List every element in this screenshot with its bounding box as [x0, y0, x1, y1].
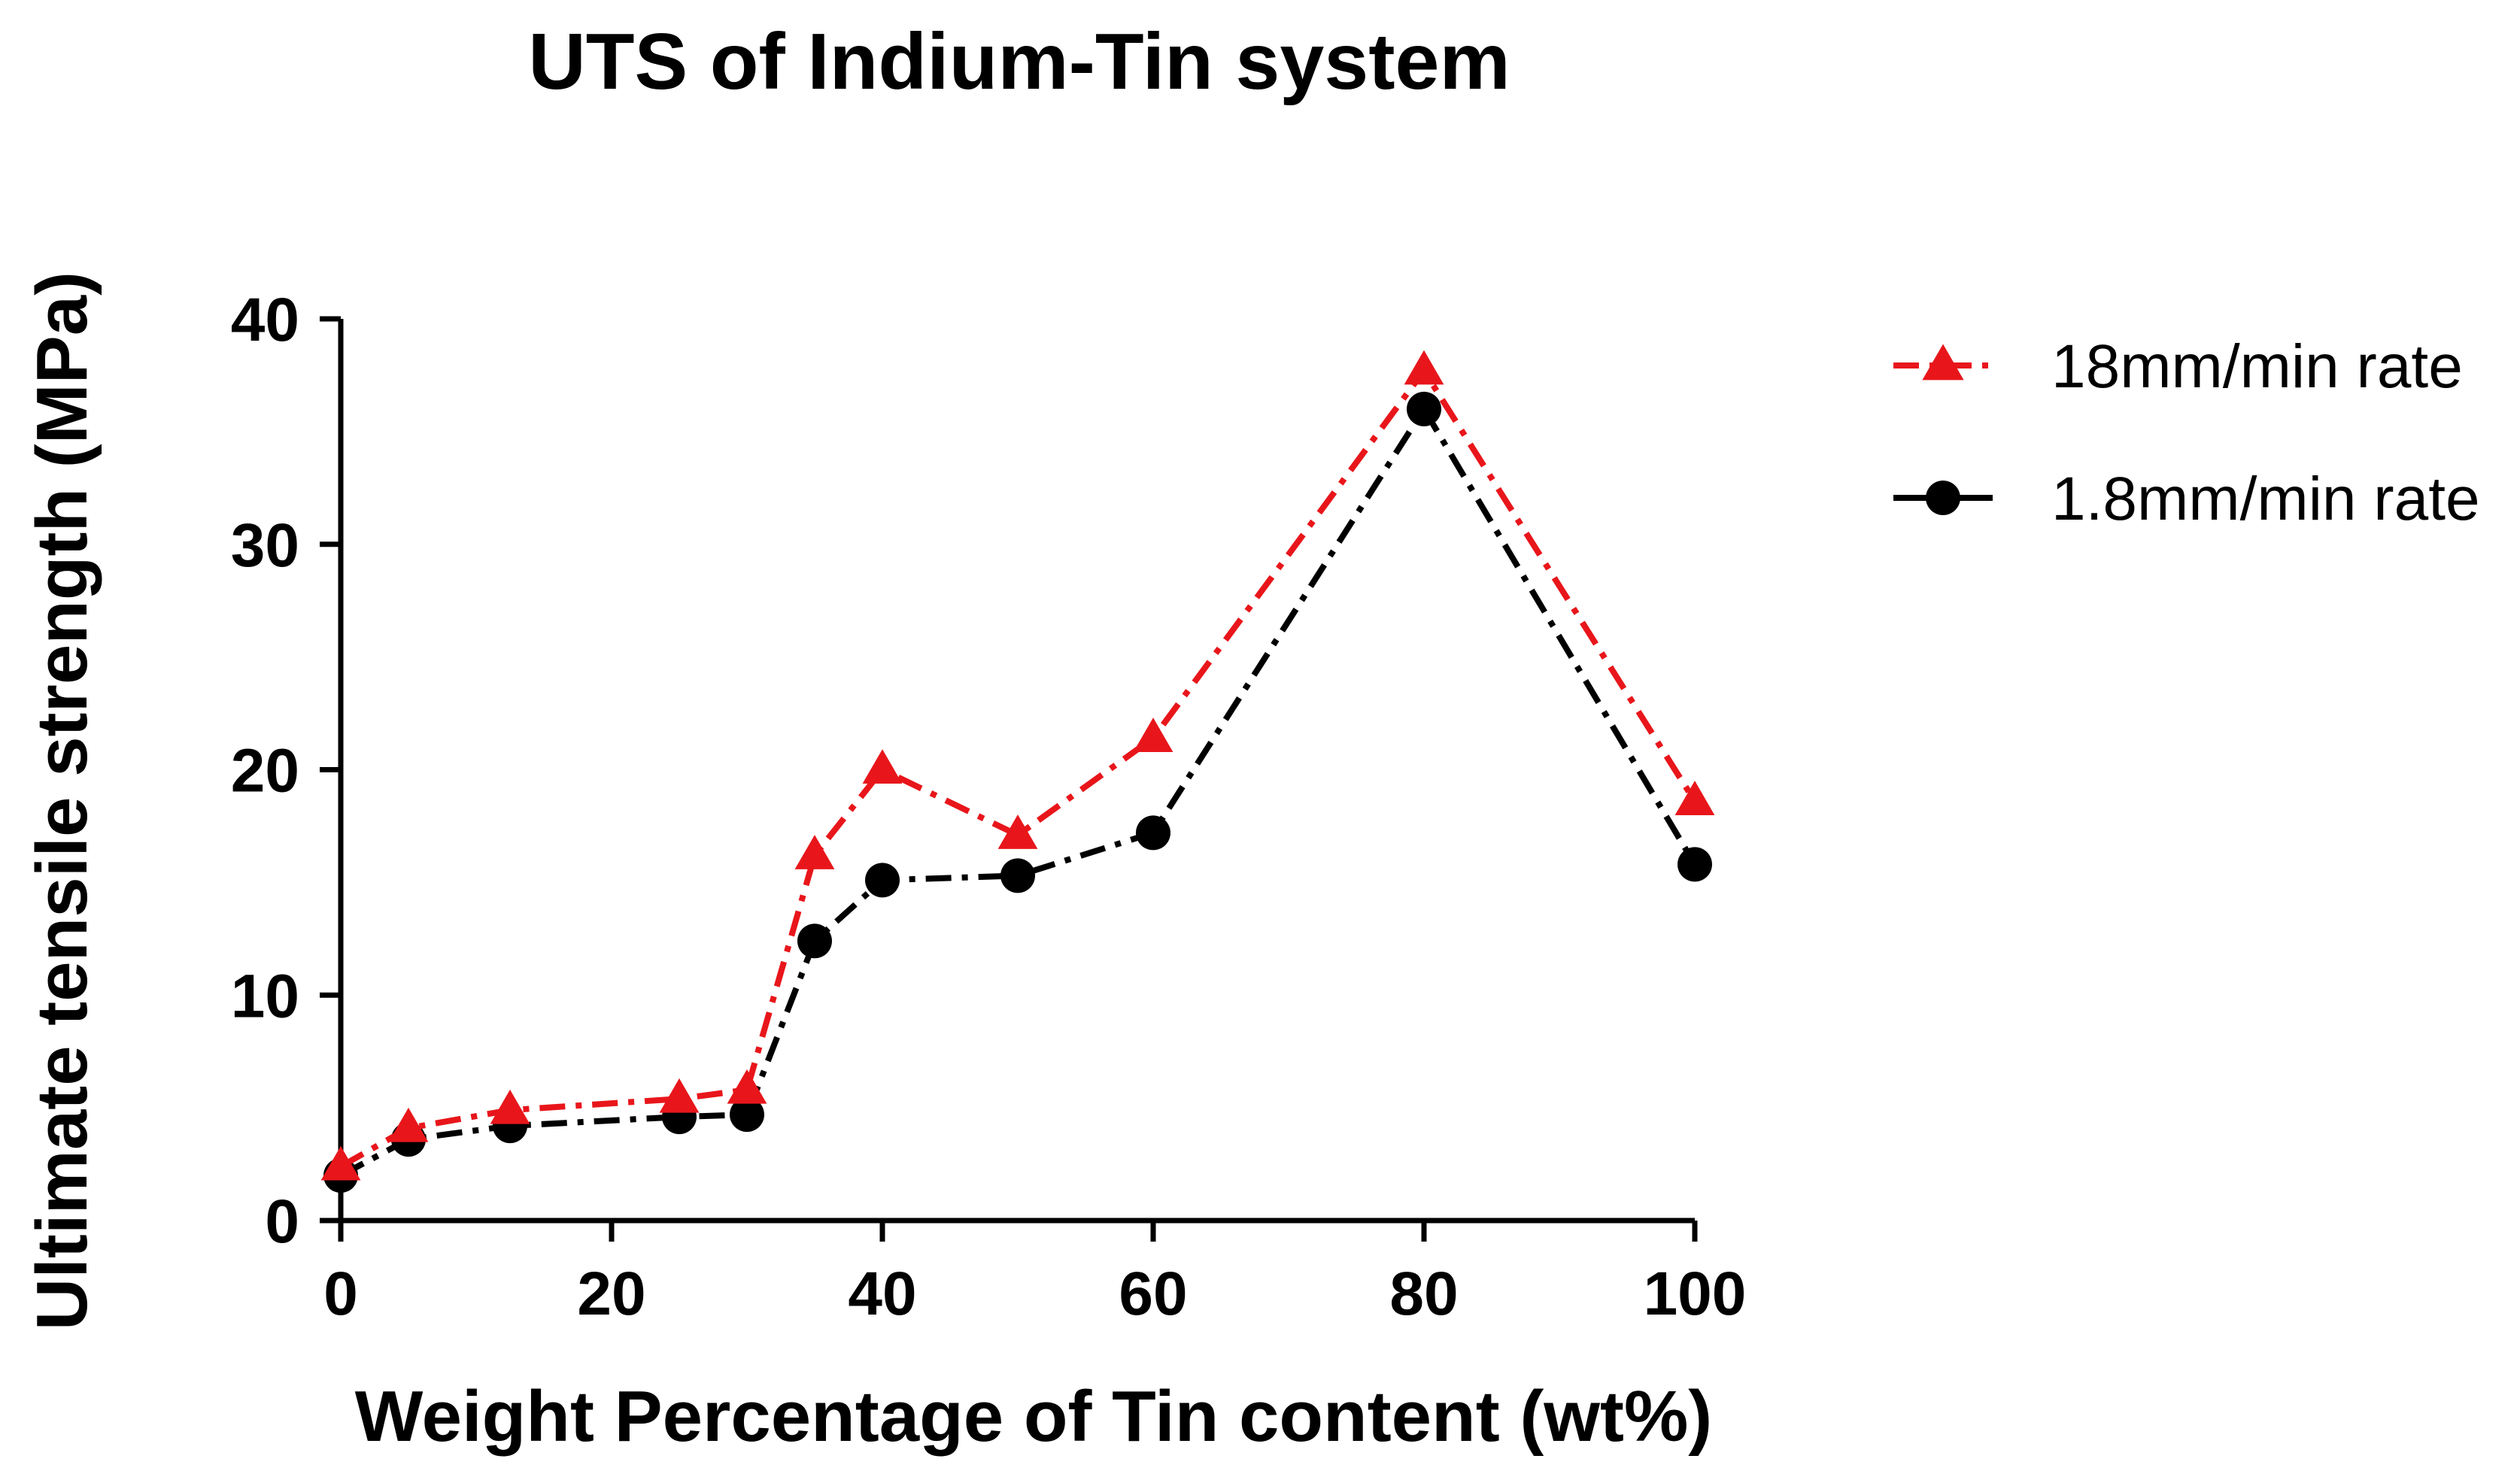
legend-item: 1.8mm/min rate	[1893, 465, 2480, 533]
series-line	[339, 367, 1698, 1169]
data-point	[797, 923, 832, 959]
data-point	[1404, 350, 1444, 385]
x-tick-label: 60	[1119, 1260, 1187, 1328]
y-tick-label: 10	[231, 962, 299, 1030]
data-point	[1674, 781, 1715, 815]
x-tick-label: 100	[1644, 1260, 1747, 1328]
legend-label: 1.8mm/min rate	[2051, 465, 2480, 533]
y-tick-label: 0	[265, 1187, 299, 1256]
data-point	[865, 863, 900, 898]
x-axis-label: Weight Percentage of Tin content (wt%)	[355, 1376, 1713, 1457]
y-axis-label: Ultimate tensile strength (MPa)	[22, 271, 102, 1330]
axes: 0 20 40 60 80 100 0 10 20 30 40	[231, 286, 1747, 1328]
x-tick-label: 80	[1389, 1260, 1458, 1328]
legend-swatch-marker	[1926, 481, 1960, 515]
legend-item: 18mm/min rate	[1893, 332, 2463, 401]
data-point	[1407, 391, 1441, 426]
legend: 18mm/min rate 1.8mm/min rate	[1893, 332, 2480, 533]
data-point	[997, 814, 1038, 849]
y-tick-label: 20	[231, 737, 299, 805]
data-point	[727, 1069, 767, 1104]
x-tick-label: 40	[848, 1260, 916, 1328]
data-point	[388, 1107, 429, 1142]
series-triangle	[320, 350, 1715, 1181]
legend-swatch-marker	[1922, 344, 1964, 381]
y-tick-label: 40	[231, 286, 299, 354]
data-point	[1677, 847, 1712, 882]
data-point	[320, 1145, 361, 1181]
x-tick-label: 20	[577, 1260, 645, 1328]
data-point	[862, 749, 903, 784]
x-tick-label: 0	[323, 1260, 358, 1328]
data-point	[794, 835, 835, 869]
data-point	[1133, 717, 1173, 753]
data-point	[1136, 815, 1170, 851]
data-point	[1000, 858, 1035, 893]
series-layer	[320, 350, 1715, 1193]
data-point	[659, 1078, 700, 1113]
y-tick-label: 30	[231, 511, 299, 580]
data-point	[490, 1089, 530, 1124]
data-point	[730, 1097, 764, 1133]
chart-title: UTS of Indium-Tin system	[528, 17, 1510, 106]
series-circle	[323, 391, 1712, 1193]
legend-label: 18mm/min rate	[2051, 332, 2463, 401]
series-line	[339, 405, 1698, 1178]
